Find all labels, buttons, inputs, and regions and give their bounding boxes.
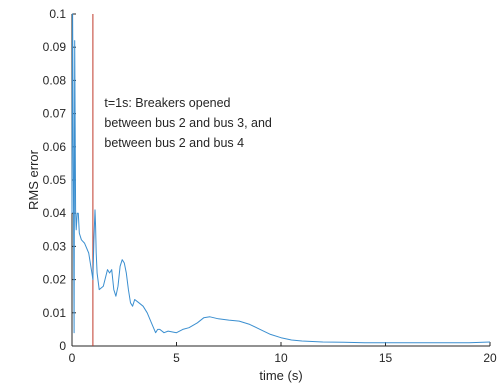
x-tick-label: 10 [274,351,288,365]
y-tick-label: 0.09 [43,40,67,54]
annotation-line: t=1s: Breakers opened [104,96,230,110]
y-tick-label: 0.05 [43,173,67,187]
x-axis-label: time (s) [259,368,302,383]
x-tick-label: 5 [173,351,180,365]
y-tick-label: 0.08 [43,73,67,87]
y-tick-label: 0.01 [43,306,67,320]
y-tick-label: 0.07 [43,107,67,121]
x-tick-label: 0 [69,351,76,365]
x-tick-label: 15 [379,351,393,365]
y-tick-label: 0 [59,339,66,353]
annotation-line: between bus 2 and bus 4 [104,136,244,150]
y-tick-label: 0.03 [43,239,67,253]
annotation-line: between bus 2 and bus 3, and [104,116,272,130]
annotation-layer: t=1s: Breakers opened between bus 2 and b… [104,96,272,150]
y-axis-label: RMS error [26,149,41,210]
series-layer [71,13,491,344]
x-tick-label: 20 [483,351,497,365]
y-tick-label: 0.04 [43,206,67,220]
plot-area [72,14,490,346]
y-tick-label: 0.06 [43,140,67,154]
y-tick-label: 0.02 [43,273,67,287]
rms-error-series-line [71,13,491,344]
y-tick-label: 0.1 [49,7,66,21]
